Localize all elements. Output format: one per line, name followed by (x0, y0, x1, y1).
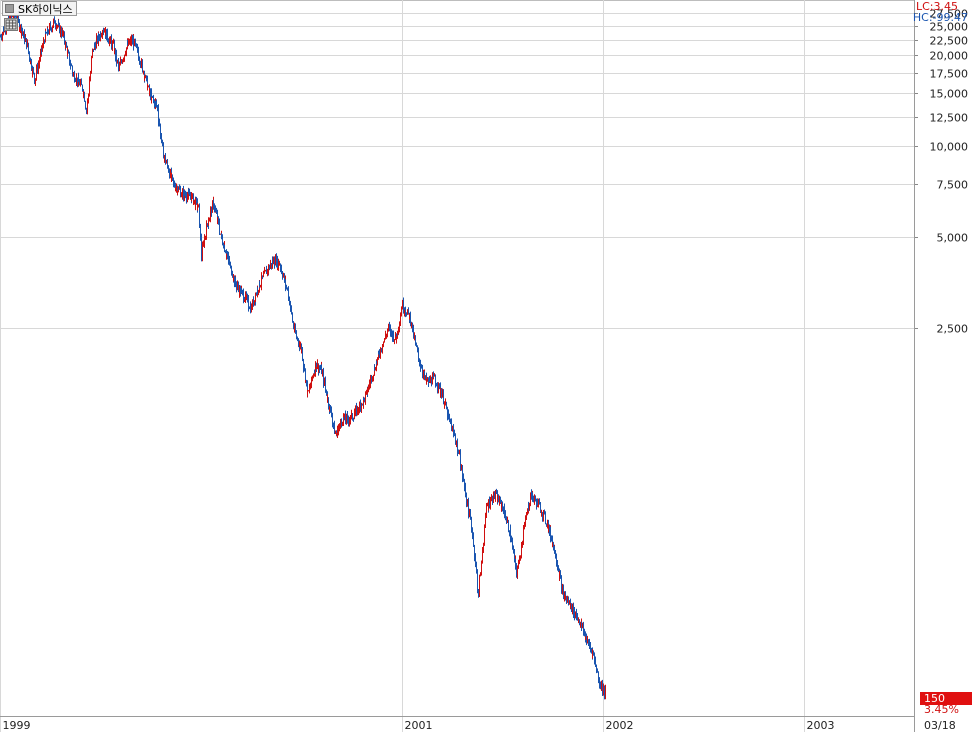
y-tick-label: 25,000 (930, 21, 969, 34)
lc-readout: LC:3.45 (915, 0, 958, 13)
stock-name-tab[interactable]: SK하이닉스 (2, 1, 77, 16)
stock-name: SK하이닉스 (18, 2, 73, 16)
hc-readout: HC:-99.47 (912, 11, 968, 24)
current-price-badge: 150 (920, 692, 972, 705)
y-tick-label: 7,500 (937, 179, 969, 192)
current-date-label: 03/18 (924, 719, 956, 732)
y-tick-label: 10,000 (930, 141, 969, 154)
y-tick-label: 15,000 (930, 88, 969, 101)
change-percent: 3.45% (924, 703, 959, 716)
y-tick-label: 17,500 (930, 68, 969, 81)
x-tick-label: 2002 (606, 719, 634, 732)
y-tick-label: 2,500 (937, 323, 969, 336)
x-tick-label: 2003 (807, 719, 835, 732)
x-tick-label: 2001 (405, 719, 433, 732)
tab-square-icon (5, 4, 14, 13)
y-tick-label: 5,000 (937, 232, 969, 245)
plot-frame (0, 0, 915, 717)
y-tick-label: 20,000 (930, 50, 969, 63)
y-tick-label: 27,500 (930, 8, 969, 21)
y-tick-label: 22,500 (930, 35, 969, 48)
x-tick-label: 1999 (3, 719, 31, 732)
grid-icon[interactable] (4, 18, 18, 31)
y-tick-label: 12,500 (930, 112, 969, 125)
